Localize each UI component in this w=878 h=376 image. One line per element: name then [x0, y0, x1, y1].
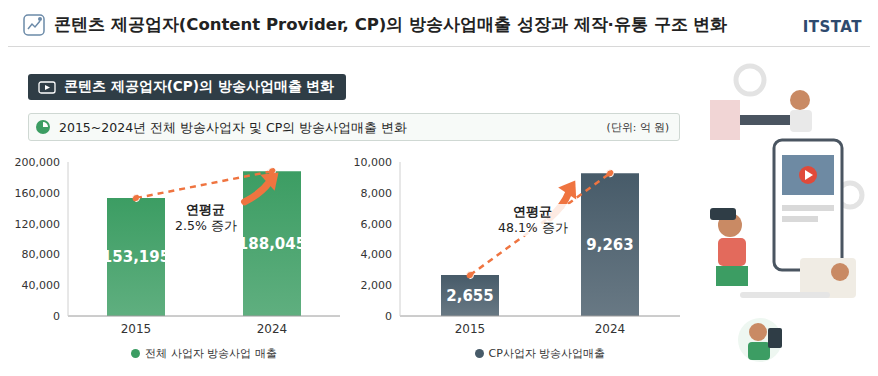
html-text:48.1% 증가: 48.1% 증가	[498, 220, 568, 235]
svg-text:4,000: 4,000	[361, 248, 393, 261]
svg-text:160,000: 160,000	[15, 187, 61, 200]
svg-text:2024: 2024	[595, 322, 626, 336]
html-text:2.5% 증가: 2.5% 증가	[175, 218, 237, 233]
svg-text:2,000: 2,000	[361, 279, 393, 292]
svg-text:8,000: 8,000	[361, 187, 393, 200]
html-text:2015~2024년 전체 방송사업자 및 CP의 방송사업: 2015~2024년 전체 방송사업자 및 CP의 방송사업매출 변화	[59, 120, 408, 135]
html-text:연평균: 연평균	[186, 202, 226, 217]
svg-text:0: 0	[53, 310, 60, 323]
html-text:콘텐츠 제공업자(CP)의 방송사업매출 변화: 콘텐츠 제공업자(CP)의 방송사업매출 변화	[64, 78, 335, 94]
svg-text:80,000: 80,000	[22, 248, 61, 261]
html-text:전체 사업자 방송사업 매출: 전체 사업자 방송사업 매출	[145, 347, 277, 360]
svg-text:120,000: 120,000	[15, 218, 61, 231]
svg-text:2024: 2024	[257, 322, 288, 336]
html-text:콘텐츠 제공업자(Content Provider, CP): 콘텐츠 제공업자(Content Provider, CP)의 방송사업매출 성…	[54, 15, 728, 34]
svg-text:200,000: 200,000	[15, 156, 61, 169]
svg-text:2,655: 2,655	[446, 287, 493, 305]
svg-text:153,195: 153,195	[102, 248, 170, 266]
svg-text:2015: 2015	[455, 322, 486, 336]
svg-text:9,263: 9,263	[586, 236, 633, 254]
svg-text:188,045: 188,045	[238, 235, 306, 253]
svg-text:40,000: 40,000	[22, 279, 61, 292]
svg-text:2015: 2015	[121, 322, 152, 336]
svg-text:6,000: 6,000	[361, 218, 393, 231]
html-text:ITSTAT: ITSTAT	[802, 18, 862, 36]
html-text:(단위: 억 원): (단위: 억 원)	[606, 121, 669, 133]
html-text:연평균: 연평균	[513, 204, 553, 219]
html-text:CP사업자 방송사업매출: CP사업자 방송사업매출	[488, 347, 606, 360]
svg-text:0: 0	[385, 310, 392, 323]
svg-text:10,000: 10,000	[354, 156, 393, 169]
